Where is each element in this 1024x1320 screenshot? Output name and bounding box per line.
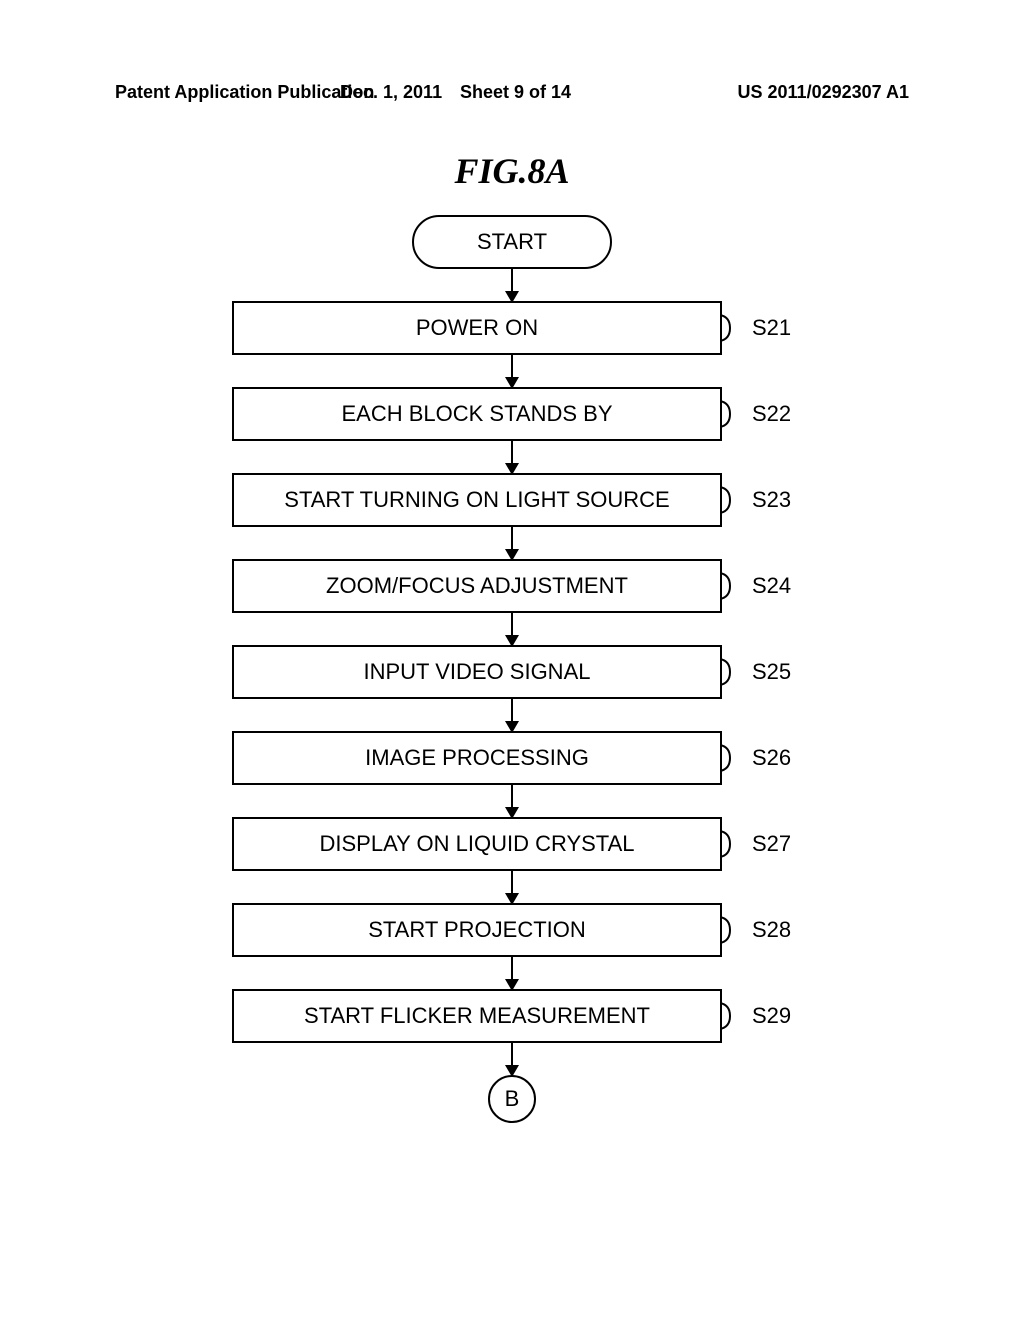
label-connector-icon [720, 485, 742, 515]
arrow [511, 441, 513, 473]
step-text: ZOOM/FOCUS ADJUSTMENT [326, 573, 628, 599]
end-label: B [505, 1086, 520, 1112]
arrow [511, 527, 513, 559]
step-label: S28 [752, 917, 791, 943]
step-row: INPUT VIDEO SIGNAL S25 [232, 645, 792, 699]
figure-title: FIG.8A [454, 150, 569, 192]
step-text: INPUT VIDEO SIGNAL [364, 659, 591, 685]
step-box-s26: IMAGE PROCESSING [232, 731, 722, 785]
arrow [511, 269, 513, 301]
label-connector-icon [720, 571, 742, 601]
arrow [511, 699, 513, 731]
step-text: DISPLAY ON LIQUID CRYSTAL [319, 831, 634, 857]
step-text: IMAGE PROCESSING [365, 745, 589, 771]
start-label: START [477, 229, 547, 255]
header-date: Dec. 1, 2011 [340, 82, 442, 103]
step-box-s23: START TURNING ON LIGHT SOURCE [232, 473, 722, 527]
arrow [511, 785, 513, 817]
label-connector-icon [720, 657, 742, 687]
step-label: S23 [752, 487, 791, 513]
header-publication: Patent Application Publication [115, 82, 374, 103]
step-label: S27 [752, 831, 791, 857]
step-box-s29: START FLICKER MEASUREMENT [232, 989, 722, 1043]
arrow [511, 871, 513, 903]
step-label: S21 [752, 315, 791, 341]
step-box-s25: INPUT VIDEO SIGNAL [232, 645, 722, 699]
step-text: START FLICKER MEASUREMENT [304, 1003, 650, 1029]
arrow [511, 355, 513, 387]
header-pub-number: US 2011/0292307 A1 [738, 82, 909, 103]
step-row: IMAGE PROCESSING S26 [232, 731, 792, 785]
step-label: S25 [752, 659, 791, 685]
header-sheet: Sheet 9 of 14 [460, 82, 571, 103]
step-text: POWER ON [416, 315, 538, 341]
step-box-s28: START PROJECTION [232, 903, 722, 957]
step-row: ZOOM/FOCUS ADJUSTMENT S24 [232, 559, 792, 613]
arrow [511, 957, 513, 989]
label-connector-icon [720, 743, 742, 773]
label-connector-icon [720, 399, 742, 429]
step-row: START FLICKER MEASUREMENT S29 [232, 989, 792, 1043]
label-connector-icon [720, 915, 742, 945]
step-row: DISPLAY ON LIQUID CRYSTAL S27 [232, 817, 792, 871]
step-row: POWER ON S21 [232, 301, 792, 355]
end-node: B [488, 1075, 536, 1123]
step-label: S26 [752, 745, 791, 771]
step-box-s24: ZOOM/FOCUS ADJUSTMENT [232, 559, 722, 613]
step-text: START PROJECTION [368, 917, 586, 943]
step-text: EACH BLOCK STANDS BY [342, 401, 613, 427]
step-row: START TURNING ON LIGHT SOURCE S23 [232, 473, 792, 527]
step-text: START TURNING ON LIGHT SOURCE [284, 487, 669, 513]
start-node: START [412, 215, 612, 269]
step-box-s22: EACH BLOCK STANDS BY [232, 387, 722, 441]
label-connector-icon [720, 829, 742, 859]
flowchart: START POWER ON S21 EACH BLOCK STANDS BY … [232, 215, 792, 1123]
arrow [511, 613, 513, 645]
label-connector-icon [720, 313, 742, 343]
step-label: S22 [752, 401, 791, 427]
step-box-s21: POWER ON [232, 301, 722, 355]
step-box-s27: DISPLAY ON LIQUID CRYSTAL [232, 817, 722, 871]
step-label: S29 [752, 1003, 791, 1029]
step-row: START PROJECTION S28 [232, 903, 792, 957]
step-row: EACH BLOCK STANDS BY S22 [232, 387, 792, 441]
label-connector-icon [720, 1001, 742, 1031]
page-header: Patent Application Publication Dec. 1, 2… [0, 82, 1024, 103]
arrow [511, 1043, 513, 1075]
step-label: S24 [752, 573, 791, 599]
